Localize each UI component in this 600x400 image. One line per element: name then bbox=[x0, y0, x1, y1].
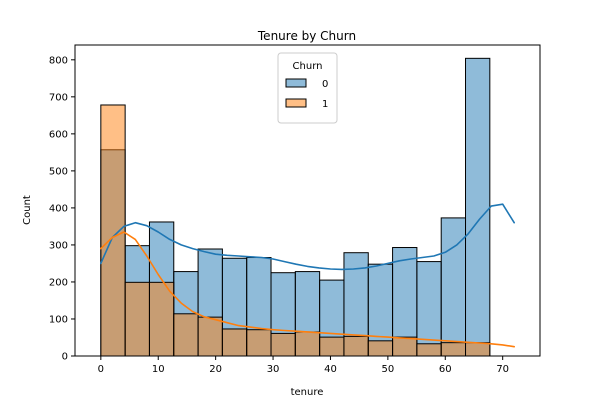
bar-churn-1-bin-13 bbox=[416, 343, 442, 357]
kde-line-churn-0 bbox=[100, 203, 516, 271]
bar-churn-1-bin-1 bbox=[124, 281, 150, 357]
bar-churn-0-bin-14 bbox=[440, 217, 467, 357]
chart-title: Tenure by Churn bbox=[257, 29, 356, 43]
bar-churn-1-bin-11 bbox=[367, 340, 394, 357]
legend-swatch-1 bbox=[285, 98, 307, 108]
x-tick-label: 0 bbox=[98, 364, 104, 375]
x-tick-label: 50 bbox=[382, 364, 395, 375]
bar-churn-1-bin-14 bbox=[440, 342, 467, 357]
x-tick-label: 60 bbox=[439, 364, 452, 375]
legend-label-0: 0 bbox=[322, 79, 328, 90]
bar-churn-1-bin-12 bbox=[392, 336, 418, 357]
x-tick-label: 40 bbox=[324, 364, 337, 375]
x-tick-label: 20 bbox=[209, 364, 222, 375]
legend-swatch-0 bbox=[285, 78, 307, 88]
x-tick-label: 10 bbox=[152, 364, 165, 375]
y-axis-label: Count bbox=[22, 195, 33, 225]
bar-churn-1-bin-2 bbox=[148, 281, 175, 357]
bar-churn-0-bin-13 bbox=[416, 261, 442, 357]
y-tick-label: 700 bbox=[49, 92, 68, 103]
y-tick-label: 200 bbox=[49, 277, 68, 288]
y-tick-label: 800 bbox=[49, 55, 68, 66]
x-tick-label: 70 bbox=[496, 364, 509, 375]
y-tick-label: 300 bbox=[49, 240, 68, 251]
bar-churn-1-bin-15 bbox=[465, 342, 491, 357]
kde-line-churn-1 bbox=[100, 231, 516, 348]
bar-churn-1-bin-3 bbox=[173, 313, 199, 357]
bar-churn-1-bin-6 bbox=[246, 329, 272, 357]
bar-churn-1-bin-4 bbox=[197, 316, 223, 357]
plot-frame bbox=[74, 44, 541, 357]
bar-churn-1-bin-10 bbox=[343, 335, 369, 357]
bar-churn-1-bin-5 bbox=[221, 328, 248, 357]
y-tick-label: 600 bbox=[49, 129, 68, 140]
legend-label-1: 1 bbox=[322, 99, 328, 110]
bar-churn-1-bin-8 bbox=[294, 331, 321, 357]
y-tick-label: 0 bbox=[62, 352, 68, 363]
x-axis-label: tenure bbox=[291, 387, 324, 398]
bar-churn-1-bin-9 bbox=[319, 336, 345, 357]
x-tick-label: 30 bbox=[267, 364, 280, 375]
bar-churn-1-bin-7 bbox=[270, 332, 296, 357]
y-tick-label: 400 bbox=[49, 203, 68, 214]
y-tick-label: 100 bbox=[49, 314, 68, 325]
y-tick-label: 500 bbox=[49, 166, 68, 177]
legend-title: Churn bbox=[293, 61, 323, 72]
bar-churn-1-bin-0 bbox=[100, 104, 126, 357]
bar-churn-0-bin-15 bbox=[465, 57, 491, 357]
